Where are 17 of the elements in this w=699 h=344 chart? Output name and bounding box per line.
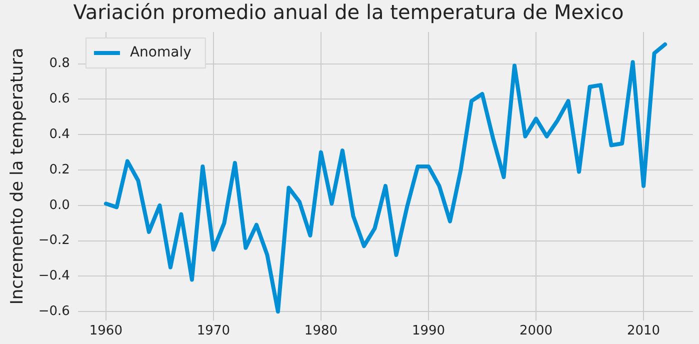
x-tick-label: 1990 xyxy=(412,324,446,339)
x-tick-label: 2000 xyxy=(519,324,553,339)
y-tick-label: −0.6 xyxy=(38,304,70,319)
y-tick-label: 0.0 xyxy=(49,198,70,213)
x-tick-label: 1960 xyxy=(89,324,122,339)
y-axis-title: Incremento de la temperatura xyxy=(8,48,28,305)
chart-title: Variación promedio anual de la temperatura de Mexico xyxy=(73,0,624,24)
y-tick-label: 0.4 xyxy=(49,126,70,142)
y-tick-label: 0.6 xyxy=(49,92,70,107)
x-tick-label: 1970 xyxy=(196,324,230,339)
y-tick-label: 0.8 xyxy=(49,56,70,72)
x-tick-label: 1980 xyxy=(304,324,338,339)
legend-label: Anomaly xyxy=(130,44,192,61)
y-tick-label: −0.4 xyxy=(38,268,70,284)
x-tick-label: 2010 xyxy=(626,324,660,339)
y-tick-label: 0.2 xyxy=(49,162,70,178)
y-tick-label: −0.2 xyxy=(38,233,70,248)
